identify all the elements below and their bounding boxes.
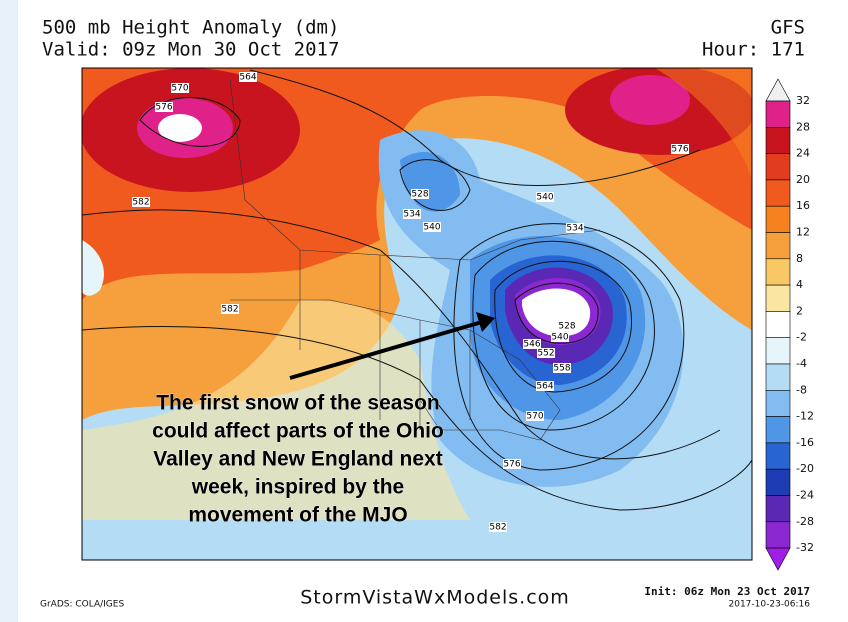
colorbar-box xyxy=(765,232,791,260)
contour-label: 534 xyxy=(403,210,420,220)
contour-label: 582 xyxy=(132,198,149,208)
colorbar-box xyxy=(765,127,791,154)
colorbar-label: -20 xyxy=(796,462,814,475)
colorbar: 32 28 24 20 16 12 8 4 2 -2 -4 -8 -12 -16 -20 -24 -28 -32 xyxy=(765,78,814,571)
colorbar-label: 20 xyxy=(796,173,810,186)
contour-label-bg xyxy=(239,72,257,82)
colorbar-box xyxy=(765,416,791,444)
title: 500 mb Height Anomaly (dm) xyxy=(42,17,339,39)
contour-label-bg xyxy=(155,102,173,112)
contour-label-bg xyxy=(536,381,554,391)
colorbar-label: 24 xyxy=(796,147,810,160)
contour-label-bg xyxy=(566,223,584,233)
colorbar-label: -12 xyxy=(796,410,814,423)
contour-label-bg xyxy=(411,189,429,199)
colorbar-label: -4 xyxy=(796,357,807,370)
colorbar-label: -16 xyxy=(796,436,814,449)
contour-label-bg xyxy=(551,332,569,342)
contour-label: 582 xyxy=(221,305,238,315)
contour-label: 570 xyxy=(526,412,543,422)
colorbar-box xyxy=(765,284,791,312)
colorbar-label: 12 xyxy=(796,226,810,239)
contour-label: 582 xyxy=(489,523,506,533)
annotation-line: could affect parts of the Ohio xyxy=(152,420,444,443)
contour-label: 528 xyxy=(558,322,575,332)
contour-label: 540 xyxy=(536,193,553,203)
colorbar-label: 28 xyxy=(796,120,810,133)
contour-label-bg xyxy=(526,411,544,421)
contour-label-bg xyxy=(553,363,571,373)
grads-credit: GrADS: COLA/IGES xyxy=(40,600,124,610)
map-frame xyxy=(81,67,753,561)
contour-label: 540 xyxy=(551,333,568,343)
contour-label-bg xyxy=(537,348,555,358)
contour-label: 534 xyxy=(566,224,583,234)
colorbar-label: 32 xyxy=(796,94,810,107)
contour-label: 564 xyxy=(239,73,256,83)
contour-label-bg xyxy=(523,339,541,349)
colorbar-label: -32 xyxy=(796,541,814,554)
annotation-line: week, inspired by the xyxy=(191,476,404,499)
arrow xyxy=(289,320,483,380)
contour-label: 540 xyxy=(423,223,440,233)
contour-label: 564 xyxy=(536,382,553,392)
colorbar-label: -24 xyxy=(796,489,814,502)
contour-label: 570 xyxy=(171,84,188,94)
colorbar-box xyxy=(765,258,791,286)
contour-label-bg xyxy=(221,304,239,314)
contour-label-bg xyxy=(489,522,507,532)
colorbar-label: 2 xyxy=(796,304,803,317)
contour-label: 576 xyxy=(503,460,520,470)
model: GFS xyxy=(771,17,805,39)
contour-label: 576 xyxy=(671,145,688,155)
contour-label: 558 xyxy=(553,364,570,374)
timestamp: 2017-10-23-06:16 xyxy=(729,600,811,610)
colorbar-box xyxy=(765,468,791,496)
colorbar-box xyxy=(765,179,791,207)
colorbar-box xyxy=(765,442,791,470)
site: StormVistaWxModels.com xyxy=(300,587,570,609)
init-time: Init: 06z Mon 23 Oct 2017 xyxy=(644,585,810,598)
contour-label-bg xyxy=(403,209,421,219)
colorbar-bottom xyxy=(765,547,791,571)
contour-label-bg xyxy=(423,222,441,232)
contour-label-bg xyxy=(558,321,576,331)
colorbar-label: -2 xyxy=(796,331,807,344)
contour-label-bg xyxy=(171,83,189,93)
colorbar-box xyxy=(765,495,791,523)
colorbar-top xyxy=(765,78,791,102)
colorbar-box xyxy=(765,311,791,338)
contour-label: 528 xyxy=(411,190,428,200)
annotation-line: The first snow of the season xyxy=(156,392,440,415)
colorbar-box xyxy=(765,521,791,549)
annotation-line: movement of the MJO xyxy=(188,504,407,527)
arrow-head xyxy=(476,312,495,332)
contour-label-bg xyxy=(132,197,150,207)
colorbar-label: 4 xyxy=(796,278,803,291)
colorbar-label: -28 xyxy=(796,515,814,528)
contour-label-bg xyxy=(671,144,689,154)
colorbar-label: 16 xyxy=(796,199,810,212)
colorbar-box xyxy=(765,153,791,181)
contour-label: 576 xyxy=(155,103,172,113)
colorbar-box xyxy=(765,337,791,365)
annotation-line: Valley and New England next xyxy=(153,448,442,471)
colorbar-box xyxy=(765,389,791,417)
forecast-hour: Hour: 171 xyxy=(702,39,805,61)
contour-label: 546 xyxy=(523,340,540,350)
contour-label-bg xyxy=(503,459,521,469)
contour-label-bg xyxy=(536,192,554,202)
colorbar-box xyxy=(765,363,791,391)
valid-time: Valid: 09z Mon 30 Oct 2017 xyxy=(42,39,339,61)
colorbar-label: -8 xyxy=(796,383,807,396)
contour-label: 552 xyxy=(537,349,554,359)
colorbar-label: 8 xyxy=(796,252,803,265)
side-strip xyxy=(0,0,18,622)
map xyxy=(82,68,752,560)
colorbar-box xyxy=(765,100,791,128)
colorbar-box xyxy=(765,205,791,233)
